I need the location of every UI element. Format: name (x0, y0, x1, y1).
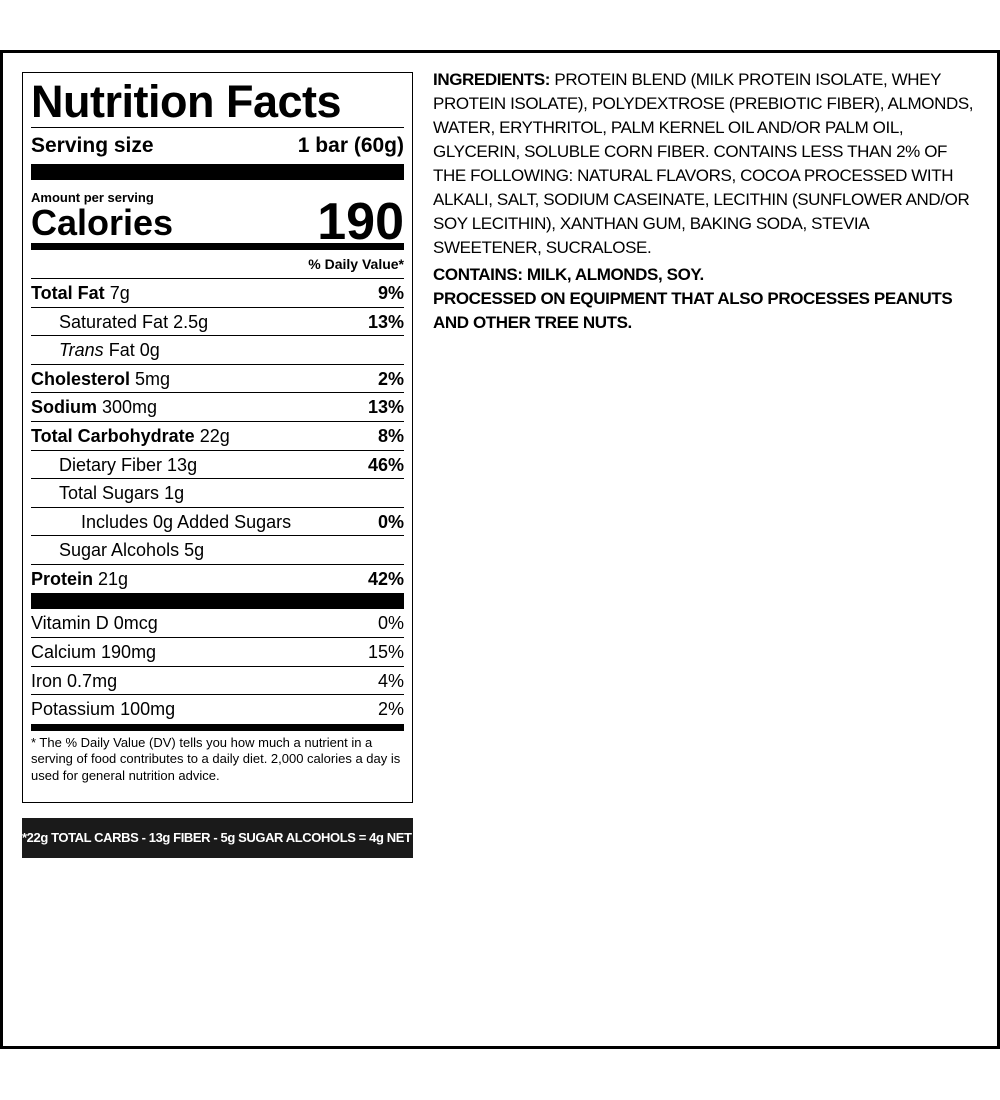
daily-value: 13% (367, 311, 404, 332)
nutrient-row: Vitamin D 0mcg 0% (31, 609, 404, 638)
nutrient-row: Includes 0g Added Sugars 0% (31, 506, 404, 536)
nutrient-name: Sugar Alcohols (59, 540, 180, 561)
calories: Calories 190 (31, 196, 404, 250)
nutrient-name: Total Carbohydrate (31, 425, 195, 446)
daily-value: 2% (377, 368, 404, 389)
nutrient-name: Sodium (31, 397, 97, 418)
nutrient: Protein 21g (31, 565, 128, 593)
daily-value: 0% (377, 511, 404, 532)
nutrient: Includes 0g Added Sugars (81, 508, 291, 536)
nutrient-name: Protein (31, 568, 94, 589)
nutrient: Potassium 100mg (31, 695, 175, 723)
nutrient-row: Total Carbohydrate 22g 8% (31, 420, 404, 450)
nutrient-row: Trans Fat 0g (31, 335, 404, 364)
nutrient: Total Sugars 1g (59, 479, 184, 507)
ingredients-text: PROTEIN BLEND (MILK PROTEIN ISOLATE, WHE… (433, 70, 974, 257)
daily-value: 46% (367, 454, 404, 475)
nutrient-amount: 5g (184, 540, 205, 561)
nutrient: Cholesterol 5mg (31, 365, 170, 393)
serving-size: Serving size 1 bar (60g) (31, 128, 404, 180)
nutrient-amount: 21g (98, 568, 129, 589)
daily-value-header: % Daily Value* (308, 256, 404, 272)
serving-value: 1 bar (60g) (297, 134, 404, 157)
nutrient: Total Carbohydrate 22g (31, 422, 230, 450)
daily-value: 13% (367, 397, 404, 418)
nutrient-row: Total Fat 7g 9% (31, 278, 404, 307)
nutrient: Calcium 190mg (31, 638, 156, 666)
vitamin-rows: Vitamin D 0mcg 0% Calcium 190mg 15% Iron 0.7… (31, 592, 404, 723)
nutrient: Trans Fat 0g (59, 336, 160, 364)
nutrient: Dietary Fiber 13g (59, 451, 197, 479)
divider (31, 723, 404, 731)
nutrient-row: Sugar Alcohols 5g (31, 535, 404, 564)
nutrient-amount: 300mg (102, 397, 158, 418)
nutrition-label: Nutrition Facts Serving size 1 bar (60g)… (22, 72, 413, 803)
ingredients-panel: INGREDIENTS: PROTEIN BLEND (MILK PROTEIN… (433, 68, 978, 335)
nutrient: Saturated Fat 2.5g (59, 308, 208, 336)
nutrient-name: Iron (31, 670, 63, 691)
serving-label: Serving size (31, 134, 154, 157)
nutrient-name: Potassium (31, 699, 116, 720)
footnote: * The % Daily Value (DV) tells you how m… (31, 734, 401, 783)
nutrient-row: Protein 21g 42% (31, 563, 404, 593)
nutrient-row: Sodium 300mg 13% (31, 392, 404, 421)
daily-value: 9% (377, 283, 404, 303)
nutrient: Total Fat 7g (31, 279, 130, 307)
nutrient: Sodium 300mg (31, 393, 157, 421)
nutrient-name: Total Sugars (59, 483, 160, 504)
ingredients-label: INGREDIENTS: (433, 70, 551, 89)
nutrient-amount: 0mcg (113, 612, 158, 633)
frame (0, 50, 1000, 1049)
daily-value: 4% (377, 670, 404, 691)
nutrient: Sugar Alcohols 5g (59, 536, 204, 564)
nutrient-row: Calcium 190mg 15% (31, 637, 404, 666)
nutrient-row: Cholesterol 5mg 2% (31, 363, 404, 393)
nutrient-name: Includes 0g Added Sugars (81, 511, 292, 532)
nutrient-amount: 100mg (120, 699, 176, 720)
nutrient-amount: 13g (167, 454, 198, 475)
nutrient-amount: 190mg (101, 642, 157, 663)
nutrient-row: Dietary Fiber 13g 46% (31, 449, 404, 479)
calories-value: 190 (317, 193, 404, 251)
amount-per-serving: Amount per serving (31, 190, 154, 205)
nutrient-name: Vitamin D (31, 612, 109, 633)
processed: PROCESSED ON EQUIPMENT THAT ALSO PROCESS… (433, 289, 953, 332)
calories-label: Calories (31, 202, 174, 243)
daily-value: 2% (377, 699, 404, 720)
nutrient-name-italic: Trans (59, 340, 104, 361)
nutrient-amount: 22g (199, 425, 230, 446)
nutrient-name: Cholesterol (31, 368, 131, 389)
nutrient-name: Dietary Fiber (59, 454, 163, 475)
nutrient-amount: 2.5g (173, 311, 209, 332)
ingredients: INGREDIENTS: PROTEIN BLEND (MILK PROTEIN… (433, 68, 978, 260)
nutrient-rows: Total Fat 7g 9% Saturated Fat 2.5g 13% Trans… (31, 278, 404, 593)
nutrient: Vitamin D 0mcg (31, 609, 158, 638)
nutrient-name: Total Fat (31, 283, 105, 303)
daily-value: 42% (367, 568, 404, 589)
nutrient-amount: 7g (109, 283, 130, 303)
nutrient-row: Saturated Fat 2.5g 13% (31, 306, 404, 336)
nutrient-amount: 0g (139, 340, 160, 361)
title: Nutrition Facts (31, 77, 404, 128)
daily-value: 8% (377, 425, 404, 446)
nutrient-row: Total Sugars 1g (31, 478, 404, 507)
nutrient-row: Iron 0.7mg 4% (31, 665, 404, 695)
nutrient-row: Potassium 100mg 2% (31, 694, 404, 723)
contains: CONTAINS: MILK, ALMONDS, SOY. (433, 265, 704, 284)
nutrient-name: Calcium (31, 642, 97, 663)
nutrient-name: Saturated Fat (59, 311, 169, 332)
nutrient-amount: 5mg (135, 368, 171, 389)
net-carbs: *22g TOTAL CARBS - 13g FIBER - 5g SUGAR … (22, 818, 459, 858)
nutrient: Iron 0.7mg (31, 667, 117, 695)
nutrient-amount: 1g (164, 483, 185, 504)
daily-value: 15% (367, 642, 404, 663)
nutrient-amount: 0.7mg (67, 670, 118, 691)
daily-value: 0% (377, 612, 404, 633)
nutrient-name: Fat (108, 340, 135, 361)
